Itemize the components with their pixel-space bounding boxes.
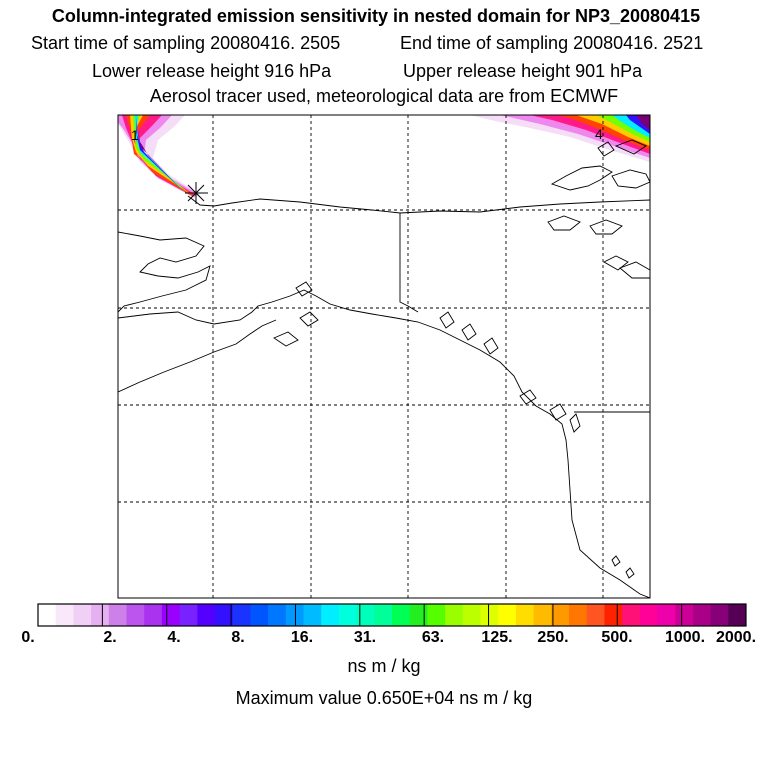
plume-label-4: 4 bbox=[595, 126, 603, 142]
colorbar-swatch bbox=[285, 604, 304, 626]
colorbar bbox=[37, 603, 747, 627]
colorbar-swatch bbox=[675, 604, 694, 626]
lower-release-label: Lower release height 916 hPa bbox=[92, 61, 332, 81]
colorbar-swatch bbox=[657, 604, 676, 626]
colorbar-swatch bbox=[604, 604, 623, 626]
colorbar-swatch bbox=[232, 604, 251, 626]
colorbar-tick-label: 4. bbox=[167, 629, 181, 646]
colorbar-swatch bbox=[427, 604, 446, 626]
colorbar-tick-label: 31. bbox=[353, 629, 377, 646]
colorbar-tick-label: 2000. bbox=[715, 629, 757, 646]
colorbar-swatch bbox=[480, 604, 499, 626]
colorbar-swatch bbox=[126, 604, 145, 626]
upper-release-label: Upper release height 901 hPa bbox=[403, 61, 643, 81]
colorbar-swatch bbox=[356, 604, 375, 626]
plume-left bbox=[118, 115, 200, 198]
colorbar-swatch bbox=[55, 604, 74, 626]
colorbar-swatch bbox=[533, 604, 552, 626]
plume-right bbox=[470, 115, 650, 162]
colorbar-swatch bbox=[445, 604, 464, 626]
colorbar-swatch bbox=[569, 604, 588, 626]
colorbar-tick-label: 16. bbox=[290, 629, 314, 646]
colorbar-tick-label: 1000. bbox=[664, 629, 706, 646]
colorbar-swatch bbox=[144, 604, 163, 626]
map-frame bbox=[117, 114, 651, 599]
colorbar-swatch bbox=[692, 604, 711, 626]
borders bbox=[399, 213, 650, 413]
end-time-label: End time of sampling 20080416. 2521 bbox=[400, 33, 704, 53]
colorbar-swatch bbox=[515, 604, 534, 626]
colorbar-swatch bbox=[321, 604, 340, 626]
colorbar-tick-label: 500. bbox=[601, 629, 633, 646]
colorbar-border bbox=[37, 603, 747, 627]
tracer-info: Aerosol tracer used, meteorological data… bbox=[149, 86, 619, 106]
start-time-label: Start time of sampling 20080416. 2505 bbox=[31, 33, 341, 53]
colorbar-swatch bbox=[586, 604, 605, 626]
colorbar-tick-label: 250. bbox=[537, 629, 569, 646]
colorbar-swatch bbox=[409, 604, 428, 626]
colorbar-swatch bbox=[303, 604, 322, 626]
colorbar-swatch bbox=[374, 604, 393, 626]
colorbar-swatch bbox=[728, 604, 747, 626]
release-marker bbox=[185, 182, 208, 204]
colorbar-swatch bbox=[179, 604, 198, 626]
colorbar-tick-label: 63. bbox=[421, 629, 445, 646]
plume-label-1: 1 bbox=[131, 127, 139, 143]
colorbar-swatch bbox=[498, 604, 517, 626]
colorbar-swatch bbox=[73, 604, 92, 626]
colorbar-swatch bbox=[215, 604, 234, 626]
graticule bbox=[118, 115, 650, 598]
colorbar-swatch bbox=[462, 604, 481, 626]
maximum-value: Maximum value 0.650E+04 ns m / kg bbox=[235, 688, 533, 708]
colorbar-swatch bbox=[710, 604, 729, 626]
colorbar-swatch bbox=[268, 604, 287, 626]
colorbar-units: ns m / kg bbox=[347, 656, 421, 676]
colorbar-swatch bbox=[639, 604, 658, 626]
colorbar-swatch bbox=[161, 604, 180, 626]
coastlines bbox=[118, 139, 650, 598]
colorbar-swatch bbox=[108, 604, 127, 626]
colorbar-tick-label: 2. bbox=[103, 629, 117, 646]
colorbar-swatch bbox=[197, 604, 216, 626]
colorbar-swatch bbox=[622, 604, 641, 626]
map-title: Column-integrated emission sensitivity i… bbox=[51, 6, 701, 26]
colorbar-swatch bbox=[38, 604, 57, 626]
colorbar-swatch bbox=[91, 604, 110, 626]
colorbar-tick-label: 8. bbox=[231, 629, 245, 646]
colorbar-swatch bbox=[551, 604, 570, 626]
map-content: 1 4 bbox=[118, 115, 650, 598]
colorbar-swatch bbox=[338, 604, 357, 626]
colorbar-swatch bbox=[392, 604, 411, 626]
colorbar-swatch bbox=[250, 604, 269, 626]
colorbar-tick-label: 0. bbox=[21, 629, 35, 646]
colorbar-tick-label: 125. bbox=[481, 629, 513, 646]
